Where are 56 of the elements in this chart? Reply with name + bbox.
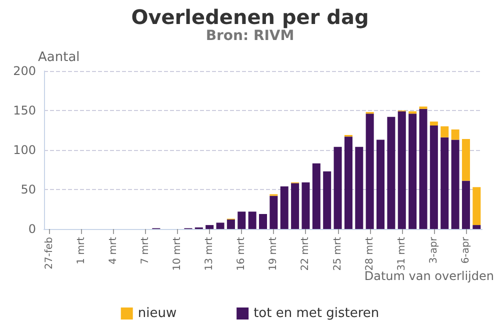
bar xyxy=(440,137,449,229)
bar xyxy=(323,171,332,229)
bar xyxy=(206,225,214,229)
x-tick-label: 6-apr xyxy=(460,236,472,264)
legend-label: tot en met gisteren xyxy=(254,306,380,321)
x-tick-label: 16 mrt xyxy=(236,236,248,271)
x-tick-label: 13 mrt xyxy=(204,236,216,271)
bar xyxy=(430,126,438,229)
bar xyxy=(216,222,224,229)
y-tick-label: 0 xyxy=(28,222,36,236)
bar xyxy=(398,111,406,229)
bar xyxy=(472,225,481,229)
bar xyxy=(376,140,385,229)
x-tick-label: 27-feb xyxy=(44,237,55,270)
bar xyxy=(344,136,352,229)
bar xyxy=(387,116,396,229)
bar xyxy=(270,196,278,229)
chart-title: Overledenen per dag xyxy=(131,5,369,29)
bar xyxy=(258,214,268,229)
bar xyxy=(302,182,310,229)
x-tick-label: 19 mrt xyxy=(268,236,280,271)
bar xyxy=(462,180,470,229)
legend-label: nieuw xyxy=(138,306,177,321)
bar xyxy=(355,146,364,229)
bar xyxy=(462,138,470,181)
x-tick-label: 3-apr xyxy=(428,236,440,264)
x-tick-label: 7 mrt xyxy=(140,236,151,264)
x-tick-label: 28 mrt xyxy=(364,236,376,271)
bar xyxy=(280,186,288,229)
bar xyxy=(238,212,246,229)
y-axis-title: Aantal xyxy=(38,50,80,65)
bar xyxy=(451,129,460,140)
x-tick-label: 10 mrt xyxy=(172,236,184,271)
x-tick-label: 25 mrt xyxy=(332,236,344,271)
y-tick-label: 100 xyxy=(13,143,36,157)
bar xyxy=(440,126,449,138)
bar xyxy=(451,140,460,229)
y-tick-label: 150 xyxy=(13,104,36,118)
bar xyxy=(430,122,438,126)
bar xyxy=(419,108,428,229)
x-tick-label: 31 mrt xyxy=(396,236,408,271)
x-axis-title: Datum van overlijden xyxy=(364,269,494,283)
bar xyxy=(366,114,374,229)
bar xyxy=(291,183,300,229)
x-tick-label: 22 mrt xyxy=(300,236,312,271)
bar xyxy=(472,187,481,226)
bar xyxy=(226,220,235,229)
y-tick-label: 50 xyxy=(20,182,36,196)
x-tick-label: 4 mrt xyxy=(108,236,119,264)
bar xyxy=(408,114,417,229)
bar xyxy=(312,163,320,229)
y-tick-label: 200 xyxy=(13,64,36,78)
chart-subtitle: Bron: RIVM xyxy=(206,28,294,44)
bar xyxy=(334,146,342,229)
bar xyxy=(248,212,256,229)
x-tick-label: 1 mrt xyxy=(76,236,87,264)
